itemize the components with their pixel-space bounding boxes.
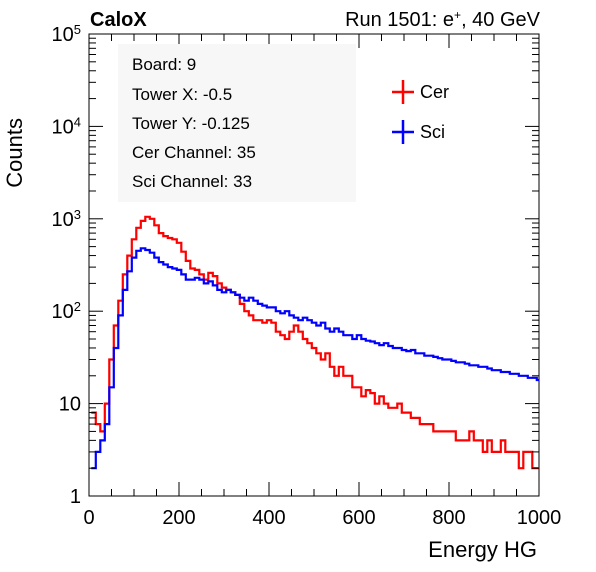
legend-cer-label: Cer bbox=[420, 82, 449, 102]
brand-title: CaloX bbox=[90, 9, 147, 31]
x-tick-label: 800 bbox=[432, 507, 465, 529]
x-tick-label: 400 bbox=[252, 507, 285, 529]
info-line-tower-y: Tower Y: -0.125 bbox=[132, 114, 250, 133]
x-tick-label: 0 bbox=[83, 507, 94, 529]
info-line-cer-channel: Cer Channel: 35 bbox=[132, 143, 256, 162]
y-tick-label: 1 bbox=[70, 486, 81, 508]
y-tick-label: 103 bbox=[52, 206, 81, 231]
x-tick-label: 200 bbox=[162, 507, 195, 529]
y-axis-title: Counts bbox=[2, 118, 27, 188]
y-tick-label: 104 bbox=[52, 114, 81, 139]
y-tick-label: 105 bbox=[52, 22, 81, 47]
legend-sci-label: Sci bbox=[420, 122, 445, 142]
y-tick-label: 10 bbox=[59, 394, 81, 416]
x-tick-label: 1000 bbox=[517, 507, 562, 529]
legend: Cer Sci bbox=[392, 80, 449, 144]
x-axis-title: Energy HG bbox=[428, 537, 537, 562]
y-tick-label: 102 bbox=[52, 299, 81, 324]
run-info: Run 1501: e+, 40 GeV bbox=[345, 8, 541, 31]
series-sci-line bbox=[91, 247, 539, 470]
info-box bbox=[118, 44, 356, 202]
info-line-board: Board: 9 bbox=[132, 55, 196, 74]
info-line-sci-channel: Sci Channel: 33 bbox=[132, 172, 252, 191]
x-tick-label: 600 bbox=[342, 507, 375, 529]
info-line-tower-x: Tower X: -0.5 bbox=[132, 85, 232, 104]
series-cer-line bbox=[91, 215, 539, 470]
